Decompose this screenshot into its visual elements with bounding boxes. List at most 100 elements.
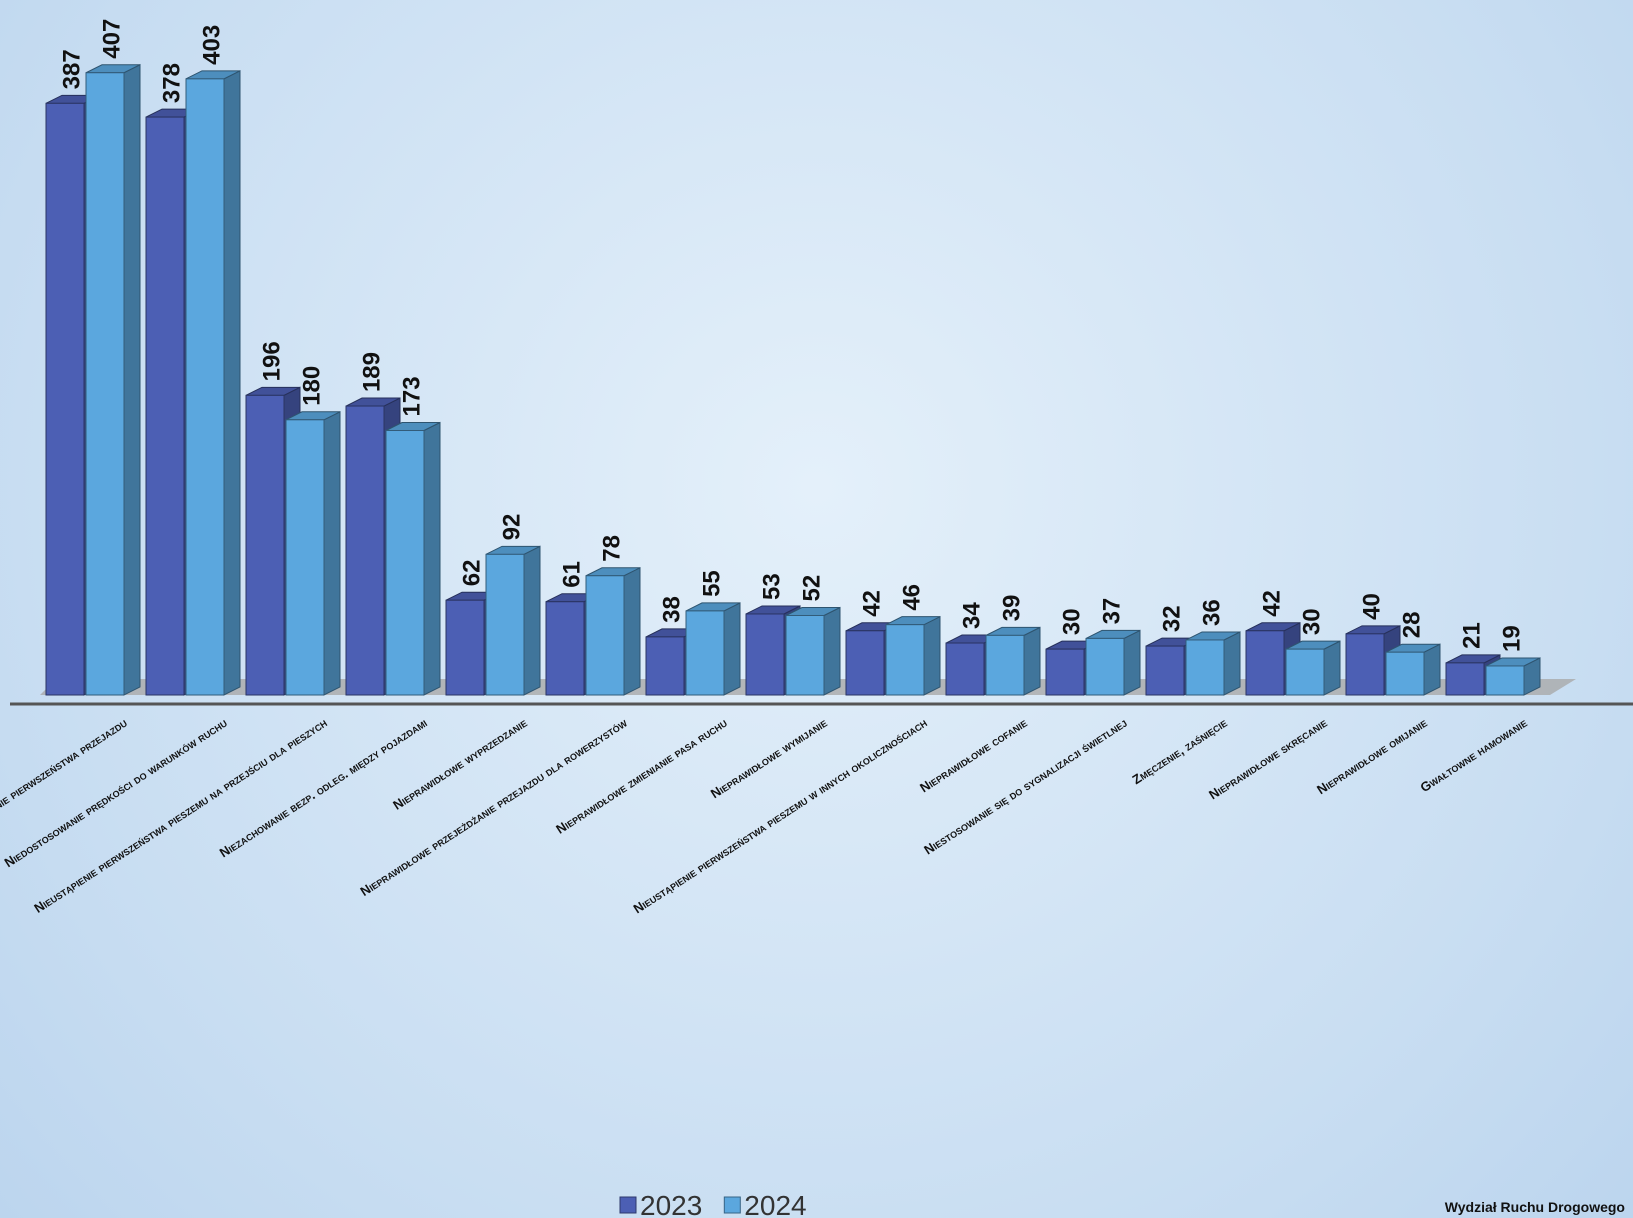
bar-side [324, 412, 340, 695]
value-label: 403 [198, 25, 225, 65]
bar-front [1086, 638, 1124, 695]
bar-front [86, 73, 124, 695]
value-label: 189 [358, 352, 385, 392]
value-label: 42 [1258, 590, 1285, 617]
x-tick-label: Gwałtowne hamowanie [1417, 715, 1529, 795]
bar-front [886, 625, 924, 695]
bar-front [1346, 634, 1384, 695]
bar-front [846, 631, 884, 695]
bar-front [1186, 640, 1224, 695]
x-tick-label: Nieprawidłowe zmienianie pasa ruchu [553, 715, 729, 837]
bar-front [1446, 663, 1484, 695]
x-tick-label: Nieprawidłowe cofanie [917, 715, 1030, 795]
bar-front [946, 643, 984, 695]
bar-front [646, 637, 684, 695]
value-label: 55 [698, 570, 725, 597]
bar-side [124, 65, 140, 695]
bar-front [1046, 649, 1084, 695]
bar [1286, 641, 1340, 695]
legend-swatch [724, 1197, 740, 1213]
value-label: 92 [498, 514, 525, 541]
value-label: 19 [1498, 625, 1525, 652]
legend-label: 2024 [744, 1190, 806, 1218]
bar-side [1324, 641, 1340, 695]
bar-front [1246, 631, 1284, 695]
page: {"chart_data": {"type": "bar3d", "catego… [0, 0, 1633, 1218]
bar-side [424, 423, 440, 695]
bar-front [746, 614, 784, 695]
footer: Wydział Ruchu Drogowego [1445, 1199, 1625, 1215]
bar [1386, 644, 1440, 695]
bar-front [546, 602, 584, 695]
bar-front [986, 635, 1024, 695]
bar-side [1224, 632, 1240, 695]
value-label: 180 [298, 366, 325, 406]
bar [1186, 632, 1240, 695]
legend-swatch [620, 1197, 636, 1213]
value-label: 39 [998, 595, 1025, 622]
legend-label: 2023 [640, 1190, 702, 1218]
value-label: 407 [98, 19, 125, 59]
bar-side [824, 607, 840, 695]
bar-front [1146, 646, 1184, 695]
value-label: 61 [558, 561, 585, 588]
value-label: 34 [958, 602, 985, 629]
bar-side [924, 617, 940, 695]
bar-front [1286, 649, 1324, 695]
value-label: 38 [658, 596, 685, 623]
bar-front [146, 117, 184, 695]
bar [586, 568, 640, 695]
bar [786, 607, 840, 695]
bar [986, 627, 1040, 695]
value-label: 62 [458, 560, 485, 587]
bar-front [46, 103, 84, 695]
bar-front [386, 431, 424, 695]
bar-side [1424, 644, 1440, 695]
bar-front [246, 395, 284, 695]
value-label: 46 [898, 584, 925, 611]
value-label: 52 [798, 575, 825, 602]
value-label: 21 [1458, 622, 1485, 649]
bar-front [346, 406, 384, 695]
bar-front [486, 554, 524, 695]
bar-front [286, 420, 324, 695]
value-label: 36 [1198, 599, 1225, 626]
bar [886, 617, 940, 695]
value-label: 378 [158, 63, 185, 103]
bar-front [686, 611, 724, 695]
value-label: 40 [1358, 593, 1385, 620]
value-label: 30 [1298, 608, 1325, 635]
bar [486, 546, 540, 695]
bar [286, 412, 340, 695]
value-label: 30 [1058, 608, 1085, 635]
bar-front [1486, 666, 1524, 695]
value-label: 53 [758, 573, 785, 600]
value-label: 173 [398, 376, 425, 416]
x-tick-label: Niedostosowanie prędkości do warunków ru… [2, 715, 230, 870]
value-label: 32 [1158, 605, 1185, 632]
value-label: 387 [58, 49, 85, 89]
bar-side [724, 603, 740, 695]
x-tick-label: Niestosowanie się do sygnalizacji świetl… [921, 715, 1129, 858]
x-tick-label: Nieprawidłowe omijanie [1314, 715, 1430, 797]
value-label: 78 [598, 535, 625, 562]
value-label: 196 [258, 341, 285, 381]
bar-side [524, 546, 540, 695]
bar-side [1124, 630, 1140, 695]
value-label: 42 [858, 590, 885, 617]
bar [1486, 658, 1540, 695]
x-tick-label: Niezachowanie bezp. odleg. między pojazd… [217, 715, 430, 861]
value-label: 28 [1398, 611, 1425, 638]
bar-front [186, 79, 224, 695]
value-label: 37 [1098, 598, 1125, 625]
bar [386, 423, 440, 695]
bar-side [624, 568, 640, 695]
bar [86, 65, 140, 695]
bar [686, 603, 740, 695]
chart: Wydział Ruchu Drogowego 387407Nieustąpie… [0, 0, 1633, 1218]
bar-side [224, 71, 240, 695]
bar-side [1024, 627, 1040, 695]
bar [186, 71, 240, 695]
bar-front [786, 615, 824, 695]
bar-front [586, 576, 624, 695]
